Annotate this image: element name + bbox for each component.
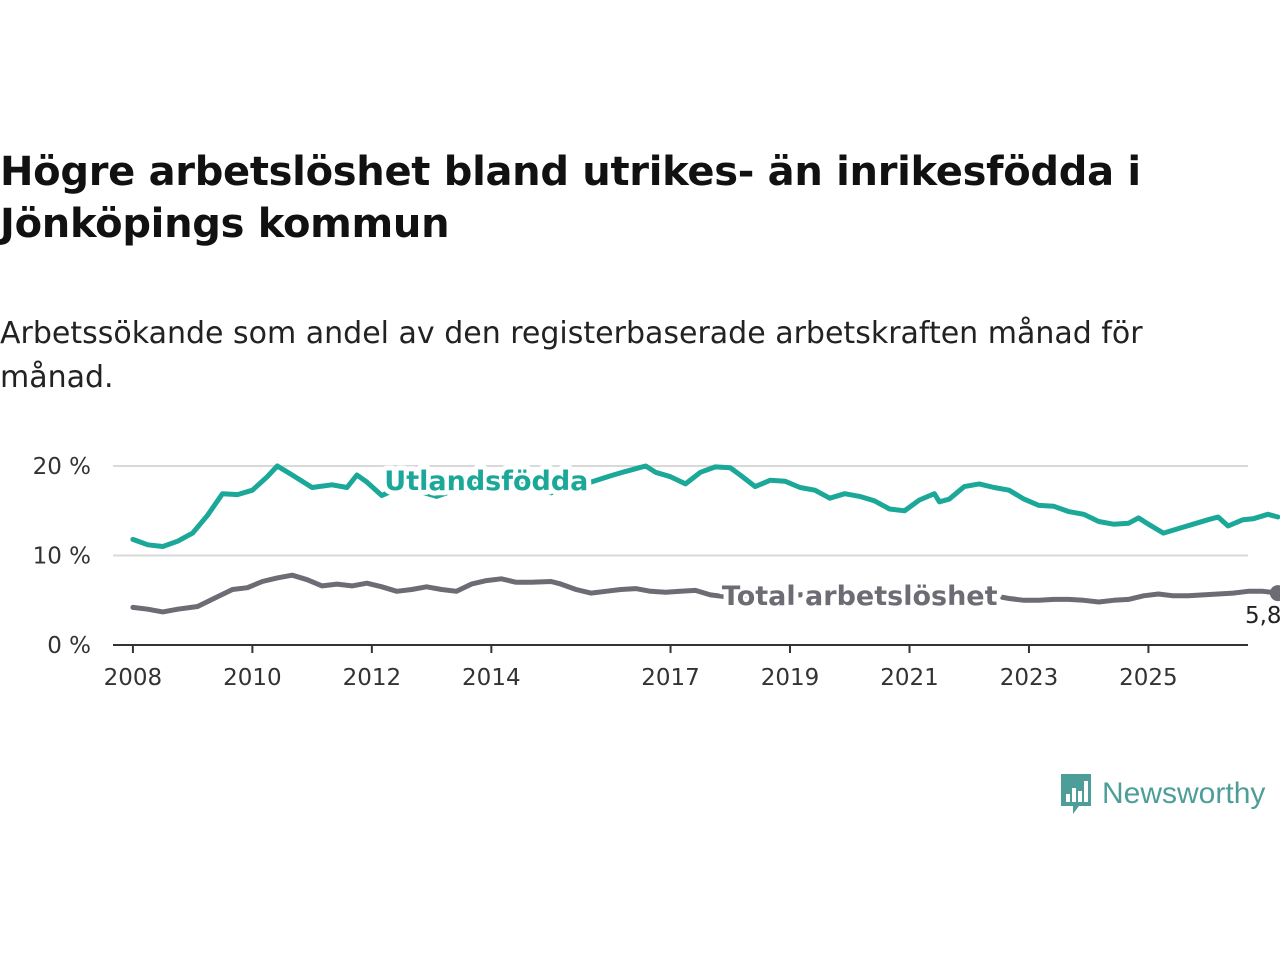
- x-tick-label: 2008: [104, 665, 163, 691]
- x-tick-label: 2010: [223, 665, 282, 691]
- gridlines: [113, 465, 1248, 557]
- x-tick-label: 2012: [343, 665, 402, 691]
- y-axis-ticks: 0 % 10 % 20 %: [33, 454, 91, 659]
- newsworthy-logo-icon: [1061, 774, 1091, 814]
- y-tick-label: 20 %: [33, 454, 91, 480]
- x-tick-label: 2025: [1119, 665, 1178, 691]
- chart-subtitle: Arbetssökande som andel av den registerb…: [0, 316, 1143, 395]
- series-label-halo: Utlandsfödda: [384, 466, 588, 497]
- series-lines: [130, 463, 1280, 615]
- chart-title: Högre arbetslöshet bland utrikes- än inr…: [0, 149, 1141, 247]
- x-tick-label: 2014: [462, 665, 521, 691]
- end-value-label: 5,8 %: [1245, 603, 1280, 629]
- series-line: [130, 463, 1280, 549]
- end-point-marker: [1269, 585, 1280, 602]
- series-label: Total arbetslöshet: [722, 581, 998, 612]
- x-tick-label: 2023: [1000, 665, 1059, 691]
- y-tick-label: 0 %: [47, 633, 91, 659]
- x-axis: 2008 2010 2012 2014 2017 2019 2021 2023 2025: [104, 644, 1248, 691]
- brand-logo: Newsworthy: [1058, 772, 1265, 816]
- line-chart: 0 % 10 % 20 % UtlandsföddaUtlandsföddaTota…: [33, 454, 1280, 691]
- series-label: Utlandsfödda: [384, 466, 588, 497]
- x-tick-label: 2019: [761, 665, 820, 691]
- series-line: [130, 572, 1280, 615]
- brand-name: Newsworthy: [1102, 777, 1266, 810]
- series-label-halo: Total arbetslöshet: [722, 581, 998, 612]
- y-tick-label: 10 %: [33, 544, 91, 570]
- x-tick-label: 2021: [880, 665, 939, 691]
- x-tick-label: 2017: [641, 665, 700, 691]
